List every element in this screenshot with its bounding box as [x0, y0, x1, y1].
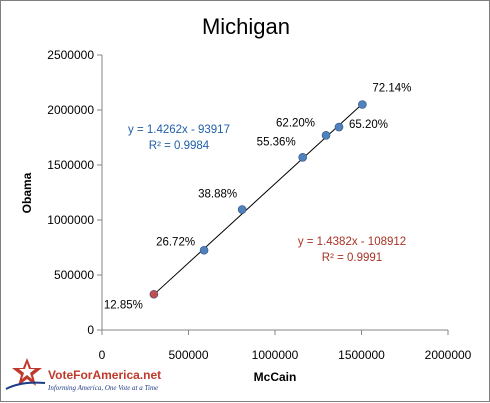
y-axis-title: Obama: [20, 172, 34, 213]
data-point: [199, 245, 209, 255]
data-point: [237, 205, 247, 214]
red-r-squared: R² = 0.9991: [322, 252, 382, 264]
red-equation: y = 1.4382x - 108912: [298, 236, 406, 248]
data-point-label: 62.20%: [276, 117, 315, 129]
logo-name: VoteForAmerica.net: [48, 368, 161, 382]
data-point: [149, 289, 159, 299]
point-labels: 26.72% 38.88% 55.36% 62.20% 65.20% 72.14% 12.8…: [104, 83, 411, 312]
logo: VoteForAmerica.net Informing America, On…: [5, 358, 161, 392]
blue-r-squared: R² = 0.9984: [149, 140, 210, 152]
y-tick-label: 2000000: [47, 103, 94, 117]
y-tick-label: 2500000: [47, 48, 94, 62]
data-point: [334, 122, 344, 132]
chart-title: Michigan: [202, 14, 290, 39]
data-points: [149, 100, 367, 299]
data-point-label: 26.72%: [156, 236, 195, 248]
data-point: [358, 100, 367, 109]
data-point-label: 55.36%: [257, 136, 296, 148]
y-ticks: 0 500000 1000000 1500000 2000000 2500000: [47, 48, 102, 337]
star-logo-icon: [5, 358, 46, 390]
y-tick-label: 1000000: [47, 213, 94, 227]
data-point: [321, 131, 331, 140]
data-point-label: 38.88%: [198, 189, 237, 201]
x-tick-label: 2000000: [425, 348, 472, 362]
x-tick-label: 1000000: [252, 348, 299, 362]
data-point: [298, 153, 307, 162]
x-axis-title: McCain: [254, 370, 297, 384]
data-point-label: 65.20%: [349, 119, 388, 131]
logo-tagline: Informing America, One Vote at a Time: [47, 384, 158, 392]
blue-equation: y = 1.4262x - 93917: [128, 124, 230, 136]
x-tick-label: 1500000: [338, 348, 385, 362]
annotation-blue: y = 1.4262x - 93917 R² = 0.9984: [128, 124, 230, 152]
y-tick-label: 500000: [54, 268, 94, 282]
data-point-label: 72.14%: [372, 83, 411, 95]
axes: [101, 55, 448, 331]
x-tick-label: 0: [99, 348, 106, 362]
x-ticks: 0 500000 1000000 1500000 2000000: [99, 330, 472, 362]
y-tick-label: 1500000: [47, 158, 94, 172]
data-point-label: 12.85%: [104, 299, 143, 311]
x-tick-label: 500000: [168, 348, 208, 362]
annotation-red: y = 1.4382x - 108912 R² = 0.9991: [298, 236, 406, 264]
y-tick-label: 0: [87, 323, 94, 337]
